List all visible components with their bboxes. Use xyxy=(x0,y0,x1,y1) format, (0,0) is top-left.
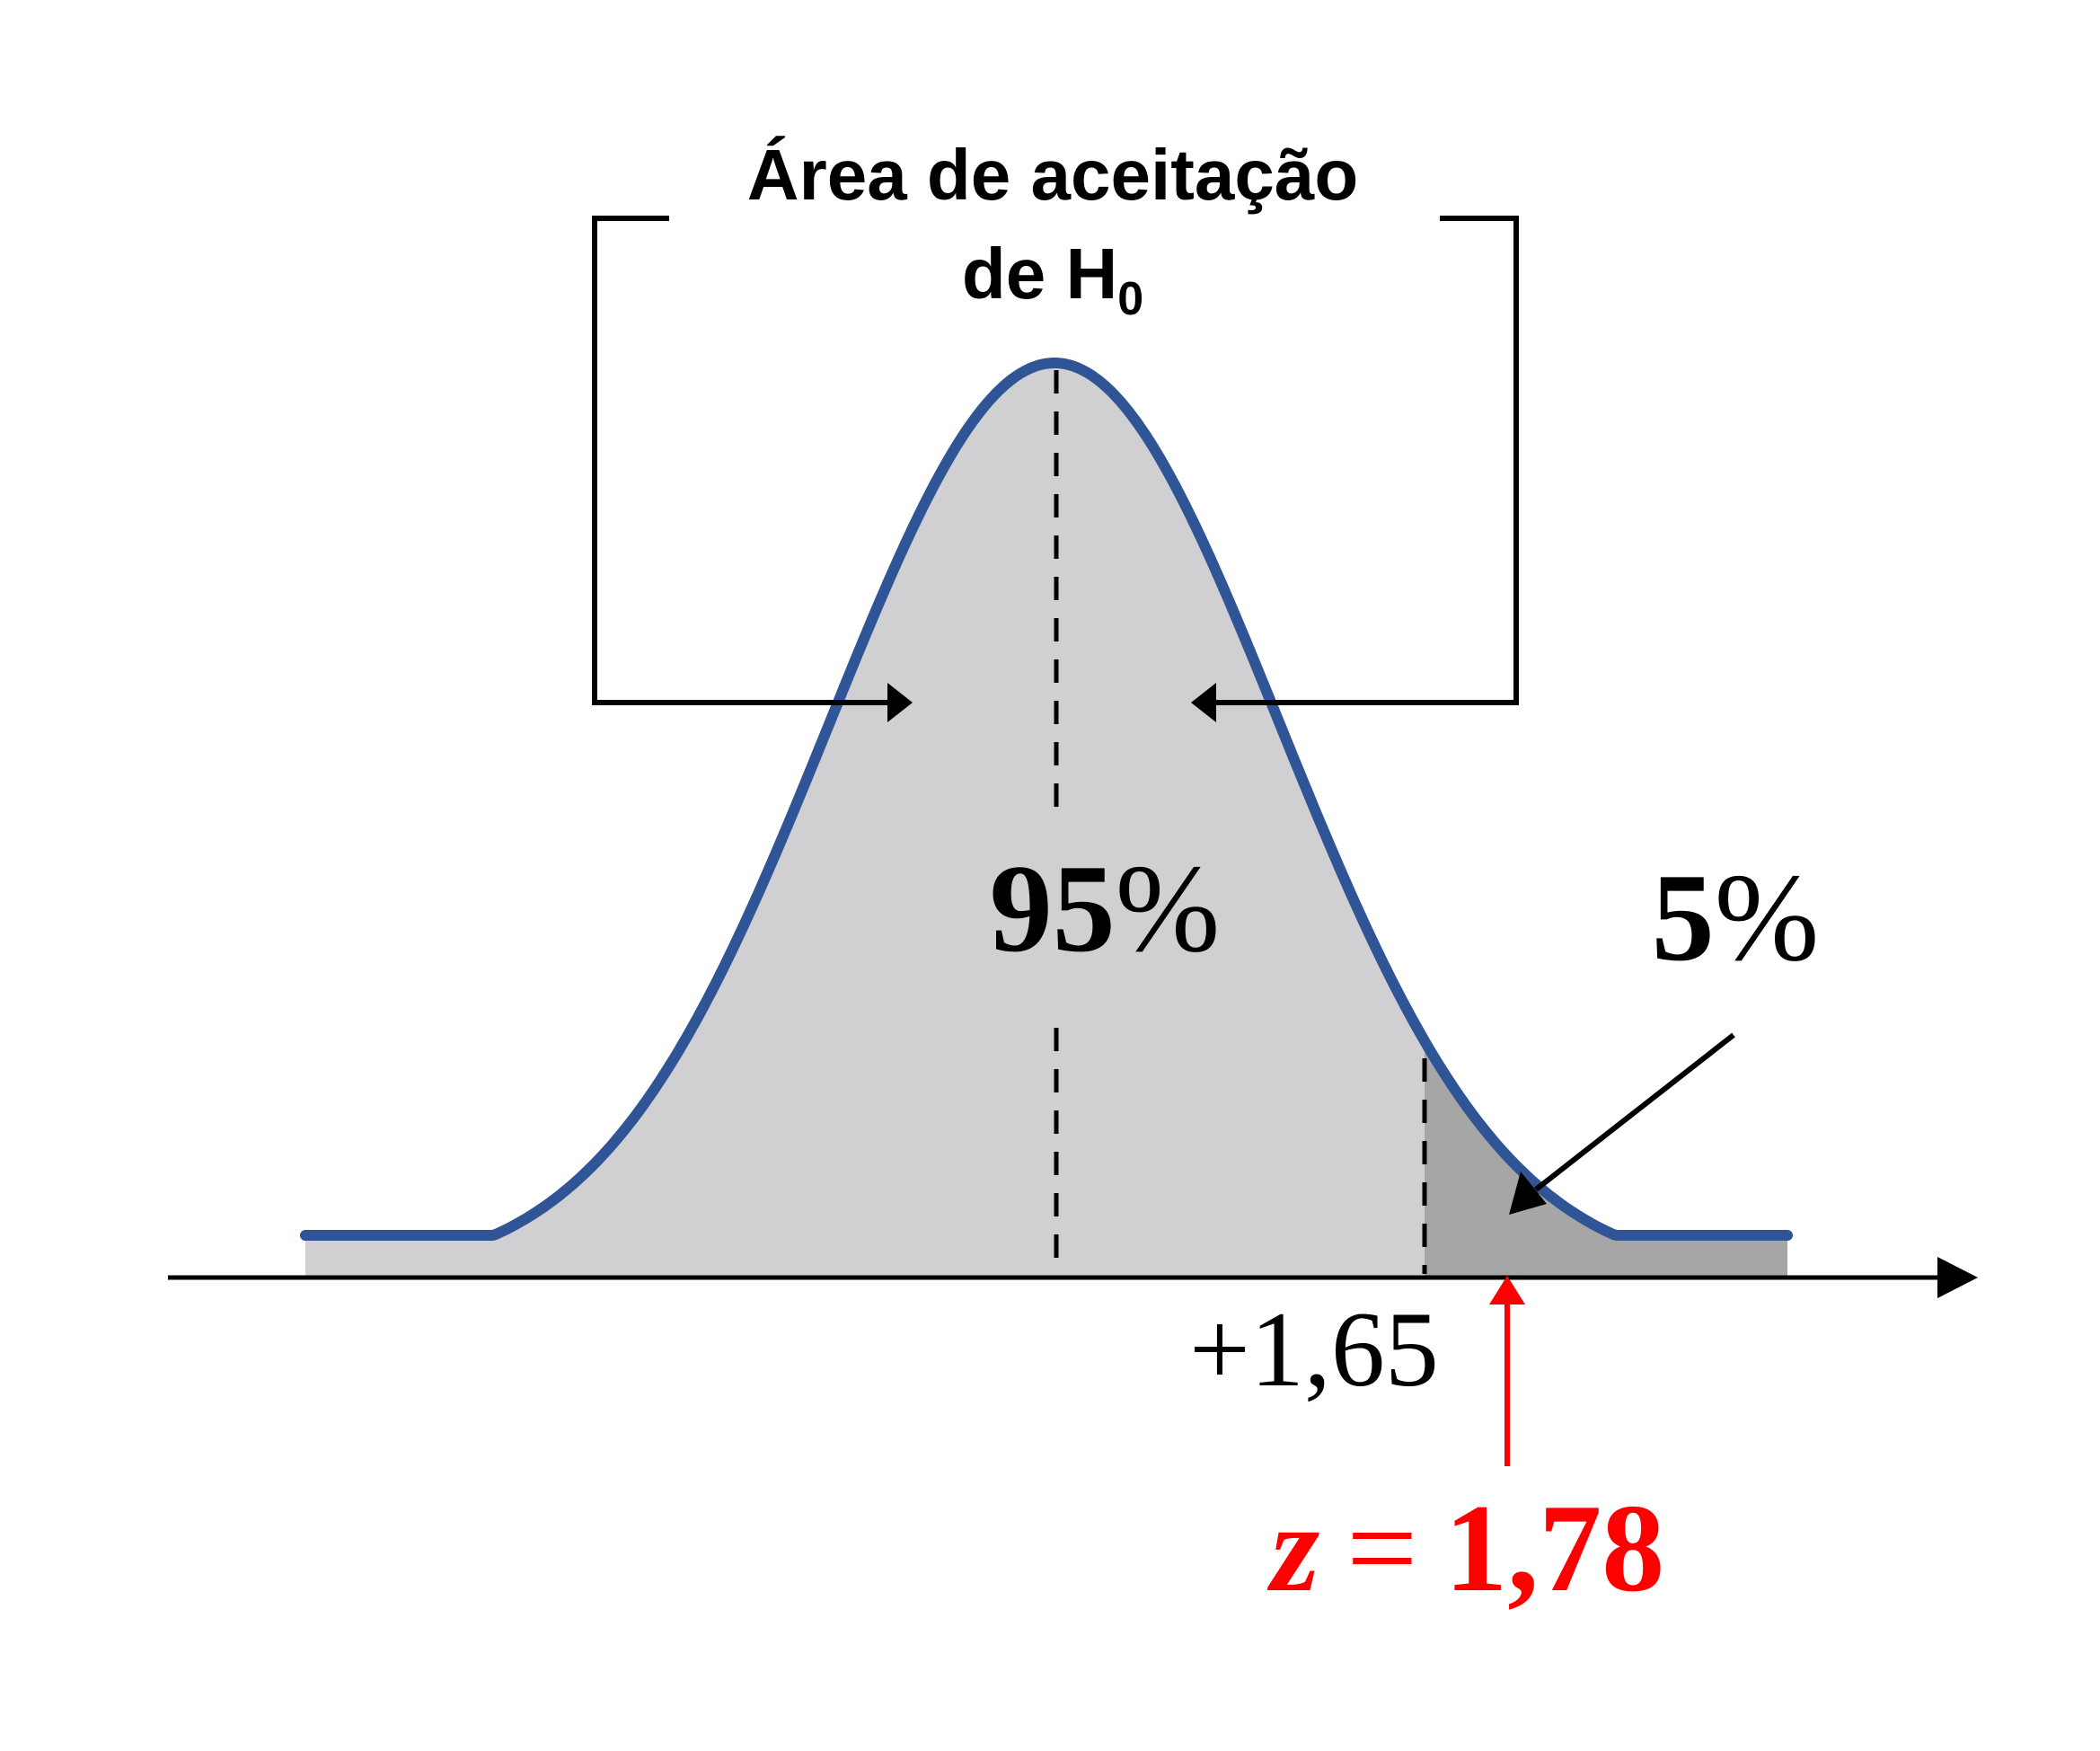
test-statistic-equals: = xyxy=(1346,1479,1417,1618)
rejection-area-fill xyxy=(1425,1040,1787,1276)
rejection-percent-number: 5 xyxy=(1652,848,1715,987)
rejection-percent-label: 5% xyxy=(1652,848,1820,987)
normal-curve xyxy=(300,358,1793,1241)
bracket-right-arrowhead xyxy=(1191,683,1216,722)
title-h-text: de H xyxy=(962,234,1117,314)
rejection-percent-sign: % xyxy=(1715,848,1820,987)
acceptance-area-title-line1: Área de aceitação xyxy=(747,135,1358,215)
critical-value-label: +1,65 xyxy=(1189,1289,1439,1409)
test-statistic-symbol: z xyxy=(1267,1479,1319,1618)
test-statistic-value: 1,78 xyxy=(1444,1479,1664,1618)
acceptance-percent-sign: % xyxy=(1116,839,1221,978)
x-axis-arrowhead xyxy=(1937,1257,1978,1298)
acceptance-bracket xyxy=(592,216,1519,705)
acceptance-percent-label: 95% xyxy=(990,839,1221,978)
acceptance-area-fill xyxy=(305,363,1425,1276)
test-statistic-arrowhead xyxy=(1489,1276,1525,1304)
acceptance-area-title-line2: de H0 xyxy=(962,234,1143,325)
title-subscript: 0 xyxy=(1117,273,1143,325)
bracket-left-arrowhead xyxy=(887,683,913,722)
acceptance-percent-number: 95 xyxy=(990,839,1116,978)
rejection-pointer-line xyxy=(1534,1032,1735,1192)
test-statistic-label: z = 1,78 xyxy=(1267,1479,1664,1618)
rejection-pointer-arrowhead xyxy=(1509,1172,1547,1215)
